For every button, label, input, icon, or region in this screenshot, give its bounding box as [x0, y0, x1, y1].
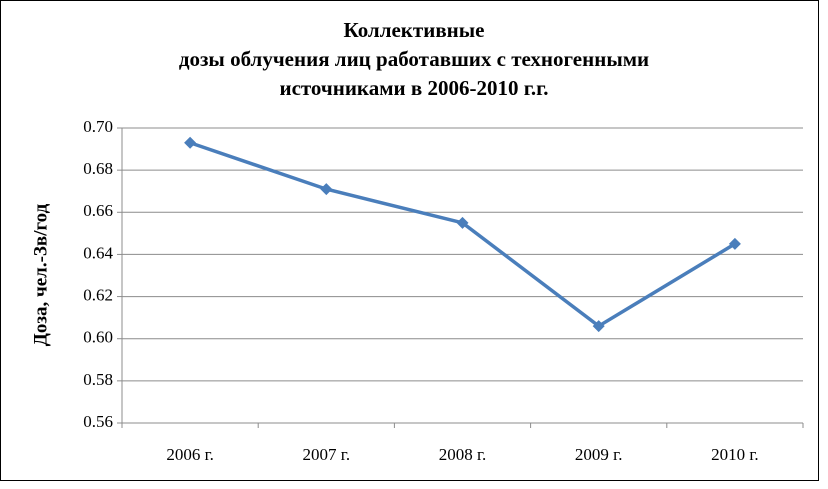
- marker: [320, 183, 333, 196]
- y-tick-label: 0.58: [83, 370, 113, 389]
- y-tick-label: 0.62: [83, 285, 113, 304]
- marker: [456, 216, 469, 229]
- x-tick-label: 2010 г.: [711, 445, 759, 464]
- chart-frame: [0, 0, 819, 481]
- x-tick-label: 2006 г.: [166, 445, 214, 464]
- y-tick-label: 0.56: [83, 412, 113, 431]
- chart-title: дозы облучения лиц работавших с техноген…: [179, 47, 649, 71]
- x-tick-label: 2009 г.: [575, 445, 623, 464]
- chart-title: Коллективные: [344, 18, 485, 42]
- x-tick-label: 2008 г.: [439, 445, 487, 464]
- marker: [592, 320, 605, 333]
- marker: [728, 237, 741, 250]
- marker: [184, 136, 197, 149]
- y-tick-label: 0.70: [83, 117, 113, 136]
- y-tick-label: 0.68: [83, 159, 113, 178]
- y-tick-label: 0.60: [83, 328, 113, 347]
- y-tick-label: 0.66: [83, 201, 113, 220]
- x-tick-label: 2007 г.: [303, 445, 351, 464]
- chart-title: источниками в 2006-2010 г.г.: [279, 76, 548, 100]
- y-axis-label: Доза, чел.-Зв/год: [30, 203, 51, 346]
- y-tick-label: 0.64: [83, 243, 113, 262]
